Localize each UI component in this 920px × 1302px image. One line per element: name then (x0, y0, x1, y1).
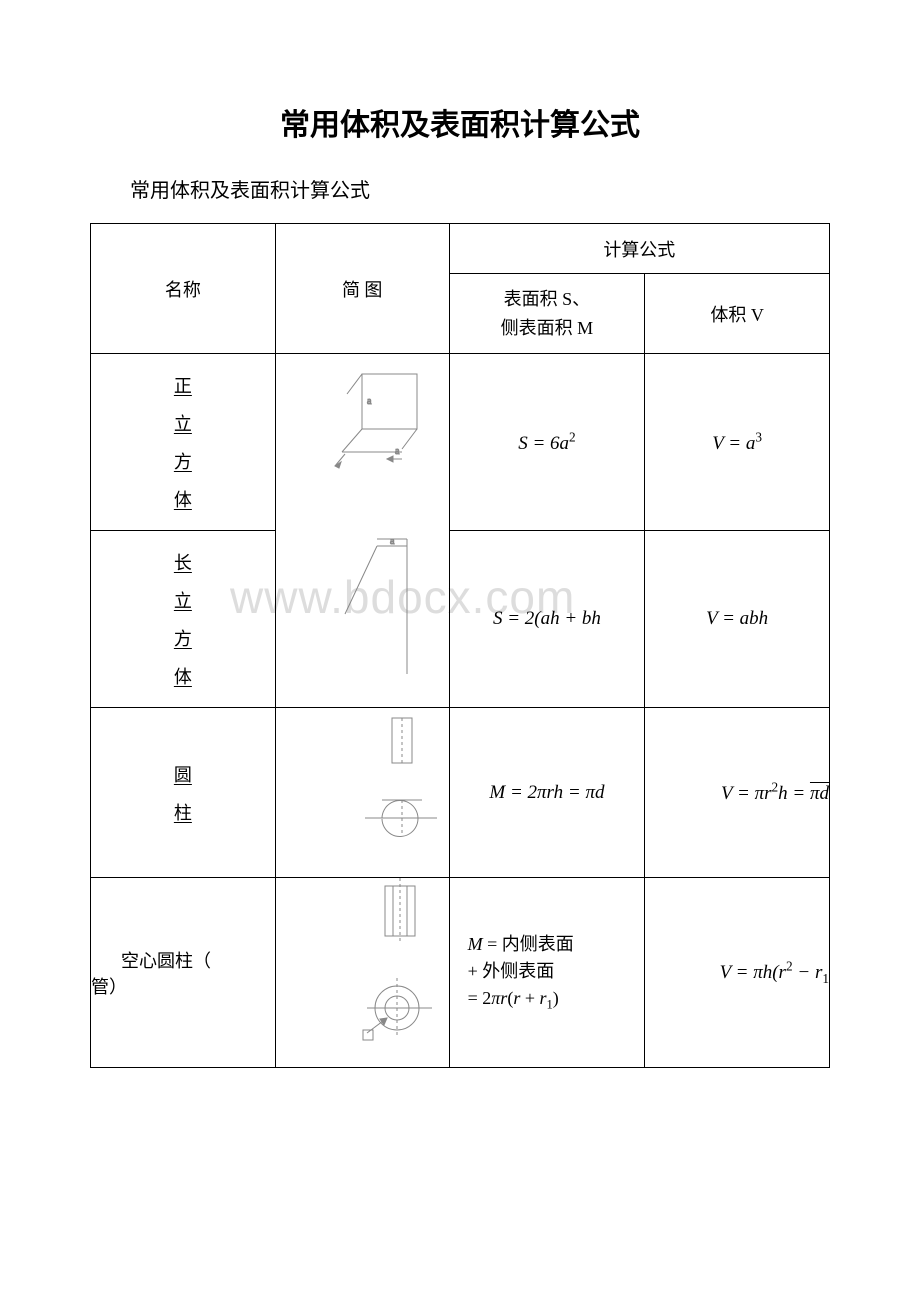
name-char: 方 (174, 625, 192, 651)
cylinder-volume-formula: V = πr2h = πd (645, 708, 830, 878)
row-name-cube: 正 立 方 体 (91, 354, 276, 531)
table-row: 圆 柱 M = 2πrh = πd (91, 708, 830, 878)
diagram-tube-cell (275, 878, 449, 1068)
name-char: 圆 (174, 761, 192, 787)
sub-title: 常用体积及表面积计算公式 (90, 174, 830, 203)
tube-surface-formula: M = 内侧表面 + 外侧表面 = 2πr(r + r1) (449, 878, 645, 1068)
cuboid-volume-formula: V = abh (645, 531, 830, 708)
main-title: 常用体积及表面积计算公式 (90, 100, 830, 144)
svg-text:a: a (395, 446, 400, 457)
name-char: 体 (174, 663, 192, 689)
cylinder-surface-formula: M = 2πrh = πd (449, 708, 645, 878)
header-formula-group: 计算公式 (449, 224, 829, 274)
cylinder-diagram-icon (287, 708, 437, 868)
diagram-cylinder-cell (275, 708, 449, 878)
name-char: 方 (174, 448, 192, 474)
tube-volume-formula: V = πh(r2 − r1 (645, 878, 830, 1068)
header-diagram: 简 图 (275, 224, 449, 354)
cube-volume-formula: V = a3 (645, 354, 830, 531)
name-char: 立 (174, 410, 192, 436)
name-char: 立 (174, 587, 192, 613)
svg-text:a: a (367, 396, 372, 407)
name-char: 体 (174, 486, 192, 512)
row-name-cylinder: 圆 柱 (91, 708, 276, 878)
header-surface: 表面积 S、 侧表面积 M (449, 274, 645, 354)
header-name: 名称 (91, 224, 276, 354)
name-char: 柱 (174, 799, 192, 825)
name-char: 长 (174, 549, 192, 575)
row-name-tube: 空心圆柱（管） (91, 878, 276, 1068)
table-row: 正 立 方 体 (91, 354, 830, 531)
header-surface-line2: 侧表面积 M (501, 318, 594, 338)
cuboid-surface-formula: S = 2(ah + bh (449, 531, 645, 708)
cube-diagram-icon: a a a (287, 354, 437, 674)
diagram-cube-cell: a a a (275, 354, 449, 708)
name-char: 正 (174, 372, 192, 398)
row-name-cuboid: 长 立 方 体 (91, 531, 276, 708)
svg-text:a: a (390, 536, 395, 547)
table-row: 空心圆柱（管） (91, 878, 830, 1068)
formula-table: 名称 简 图 计算公式 表面积 S、 侧表面积 M 体积 V 正 立 方 体 (90, 223, 830, 1068)
header-surface-line1: 表面积 S、 (504, 289, 591, 309)
header-row-1: 名称 简 图 计算公式 (91, 224, 830, 274)
tube-diagram-icon (287, 878, 437, 1058)
header-volume: 体积 V (645, 274, 830, 354)
cube-surface-formula: S = 6a2 (449, 354, 645, 531)
table-row: 长 立 方 体 S = 2(ah + bh V = abh (91, 531, 830, 708)
